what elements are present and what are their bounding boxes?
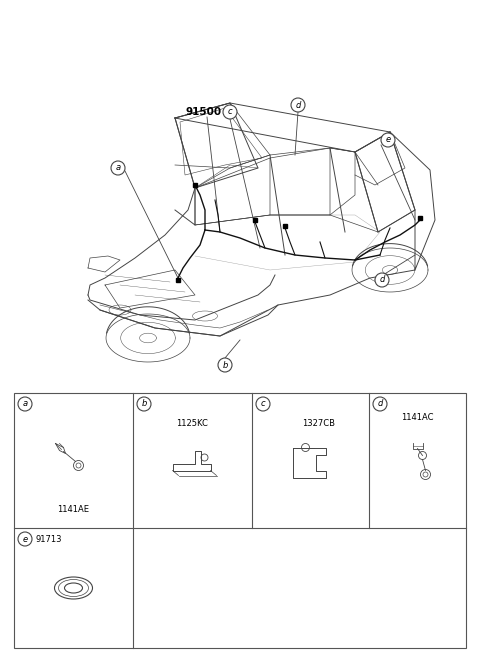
Circle shape <box>256 397 270 411</box>
Text: b: b <box>222 361 228 369</box>
Text: a: a <box>23 400 27 409</box>
Circle shape <box>381 133 395 147</box>
Text: 91500: 91500 <box>185 107 221 117</box>
Text: 1327CB: 1327CB <box>302 419 335 428</box>
Circle shape <box>223 105 237 119</box>
Text: c: c <box>261 400 265 409</box>
Text: a: a <box>115 163 120 173</box>
Bar <box>14 393 466 648</box>
Circle shape <box>218 358 232 372</box>
Text: 91713: 91713 <box>36 535 62 544</box>
Circle shape <box>18 397 32 411</box>
Text: b: b <box>141 400 147 409</box>
Text: d: d <box>295 100 300 110</box>
Text: 1141AE: 1141AE <box>58 506 89 514</box>
Circle shape <box>18 532 32 546</box>
Circle shape <box>373 397 387 411</box>
Circle shape <box>291 98 305 112</box>
Circle shape <box>375 273 389 287</box>
Text: 1141AC: 1141AC <box>401 413 434 422</box>
Text: e: e <box>23 535 27 544</box>
Text: d: d <box>377 400 383 409</box>
Circle shape <box>137 397 151 411</box>
Circle shape <box>111 161 125 175</box>
Text: d: d <box>379 276 384 285</box>
Text: e: e <box>385 136 391 144</box>
Text: c: c <box>228 108 232 117</box>
Text: 1125KC: 1125KC <box>177 419 208 428</box>
